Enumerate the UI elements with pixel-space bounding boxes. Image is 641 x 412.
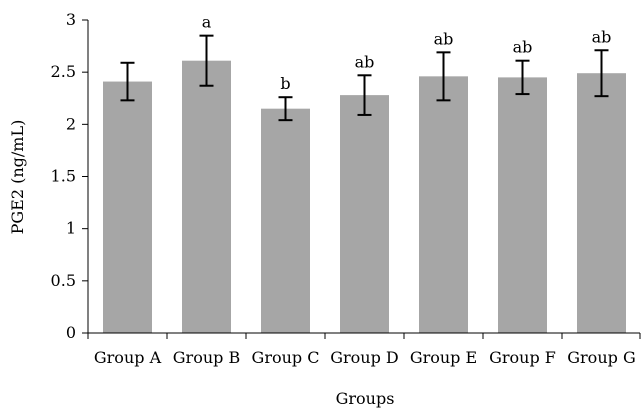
x-tick-labels-layer: Group A Group B Group C Group D Group E Group…	[94, 348, 636, 367]
bar	[261, 108, 310, 333]
significance-label: a	[202, 13, 212, 32]
x-tick-label: Group B	[173, 348, 240, 367]
x-tick-label: Group C	[252, 348, 320, 367]
y-tick-label: 1.5	[51, 167, 76, 186]
significance-label: ab	[355, 52, 375, 71]
y-tick-label: 3	[66, 10, 76, 29]
y-tick-label: 0.5	[51, 271, 76, 290]
bar	[340, 95, 389, 334]
error-bars-layer	[120, 34, 609, 122]
significance-label: b	[280, 74, 290, 93]
x-tick-label: Group E	[410, 348, 477, 367]
x-tick-label: Group G	[567, 348, 635, 367]
y-tick-labels-layer: 0 0.5 1 1.5 2 2.5 3	[51, 10, 76, 342]
x-tick-label: Group D	[330, 348, 399, 367]
x-tick-label: Group F	[489, 348, 556, 367]
x-axis-title: Groups	[336, 389, 395, 408]
y-tick-label: 2.5	[51, 62, 76, 81]
y-tick-label: 0	[66, 323, 76, 342]
y-tick-label: 1	[66, 219, 76, 238]
bar	[577, 73, 626, 334]
bar	[498, 77, 547, 333]
significance-label: ab	[592, 27, 612, 46]
significance-label: ab	[513, 38, 533, 57]
bar	[103, 81, 152, 333]
y-axis-title: PGE2 (ng/mL)	[8, 120, 27, 235]
x-tick-label: Group A	[94, 348, 162, 367]
bars-layer	[103, 60, 626, 334]
bar	[182, 60, 231, 333]
significance-label: ab	[434, 29, 454, 48]
bar	[419, 76, 468, 333]
y-tick-label: 2	[66, 114, 76, 133]
axes-layer	[82, 19, 641, 339]
